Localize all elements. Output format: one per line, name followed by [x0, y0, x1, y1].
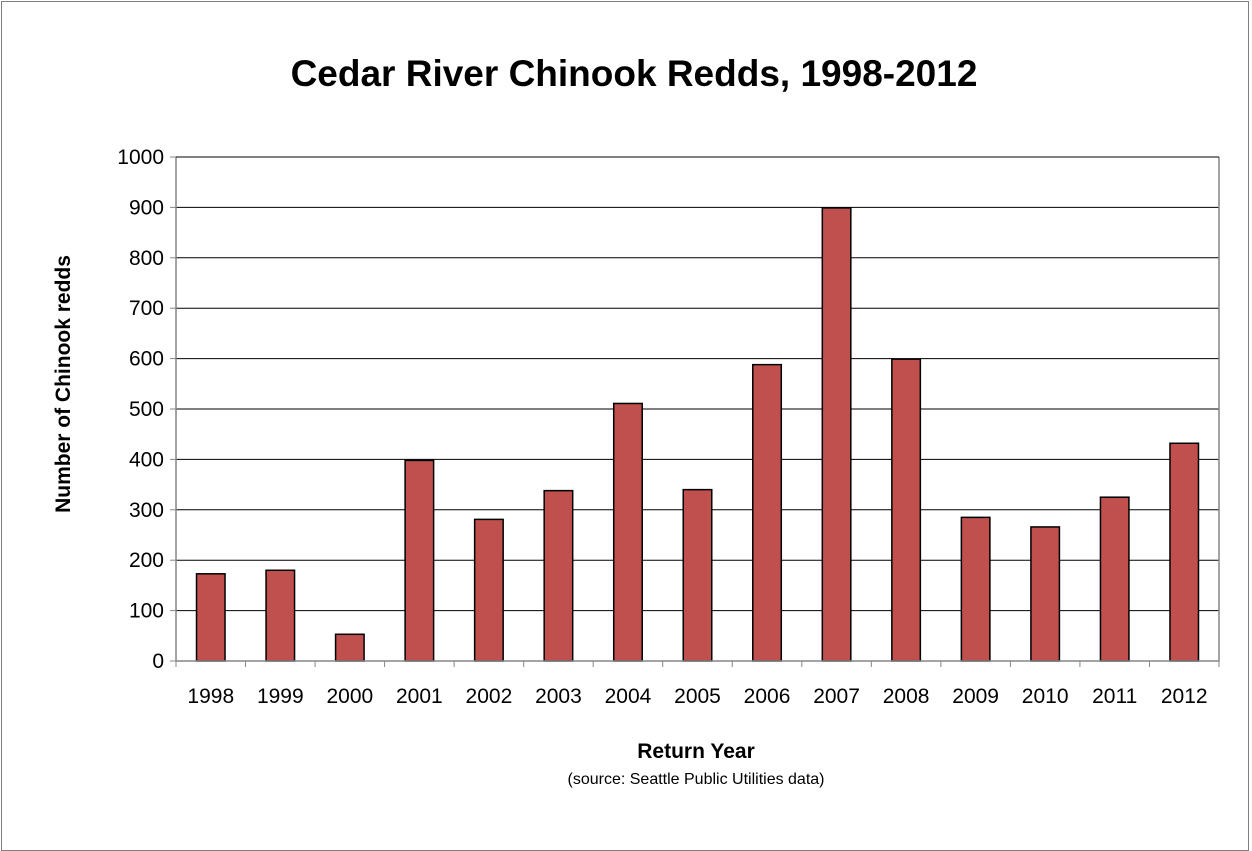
x-tick-label: 1998: [187, 685, 234, 708]
x-tick-label: 2000: [326, 685, 373, 708]
y-axis-title: Number of Chinook redds: [52, 255, 75, 513]
bar-2012: [1169, 442, 1200, 662]
y-tick-label: 300: [129, 499, 164, 522]
bar-1999: [265, 569, 296, 662]
x-tick-label: 2003: [535, 685, 582, 708]
bar-2008: [891, 358, 922, 662]
x-tick-label: 2001: [396, 685, 443, 708]
y-tick-label: 600: [129, 348, 164, 371]
y-tick-label: 1000: [117, 146, 164, 169]
x-tick-label: 2008: [883, 685, 930, 708]
y-tick-label: 100: [129, 600, 164, 623]
y-tick-label: 200: [129, 549, 164, 572]
bar-2007: [821, 207, 852, 662]
x-tick-labels: 1998 1999 2000 2001 2002 2003 2004 2005 2006 2007…: [187, 685, 1207, 708]
bar-series: [195, 207, 1200, 662]
y-tick-labels: 0 100 200 300 400 500 600 700 800 900 1000: [117, 146, 164, 673]
bar-2004: [612, 402, 643, 662]
bar-2003: [543, 489, 574, 662]
bar-2006: [752, 363, 783, 662]
bar-2001: [404, 459, 435, 662]
chart-title: Cedar River Chinook Redds, 1998-2012: [291, 53, 978, 94]
x-tick-label: 2009: [952, 685, 999, 708]
bar-2000: [334, 633, 365, 662]
x-tick-label: 2005: [674, 685, 721, 708]
bar-2009: [960, 516, 991, 662]
x-tick-label: 2006: [744, 685, 791, 708]
x-tick-label: 2011: [1092, 685, 1137, 708]
axes: [170, 156, 1220, 667]
x-tick-label: 2004: [605, 685, 652, 708]
bar-1998: [195, 573, 226, 662]
bar-2011: [1099, 496, 1130, 662]
x-axis-title: Return Year: [637, 740, 755, 763]
y-tick-label: 800: [129, 247, 164, 270]
x-tick-label: 2002: [466, 685, 513, 708]
x-tick-label: 2007: [813, 685, 860, 708]
bar-2010: [1030, 526, 1061, 662]
y-tick-label: 400: [129, 448, 164, 471]
y-tick-label: 900: [129, 196, 164, 219]
x-tick-label: 2012: [1161, 685, 1208, 708]
y-tick-label: 700: [129, 297, 164, 320]
y-tick-label: 500: [129, 398, 164, 421]
bar-2005: [682, 488, 713, 662]
x-tick-label: 2010: [1022, 685, 1069, 708]
y-tick-label: 0: [152, 650, 164, 673]
source-note: (source: Seattle Public Utilities data): [568, 771, 825, 788]
bar-2002: [473, 518, 504, 662]
x-tick-label: 1999: [257, 685, 304, 708]
